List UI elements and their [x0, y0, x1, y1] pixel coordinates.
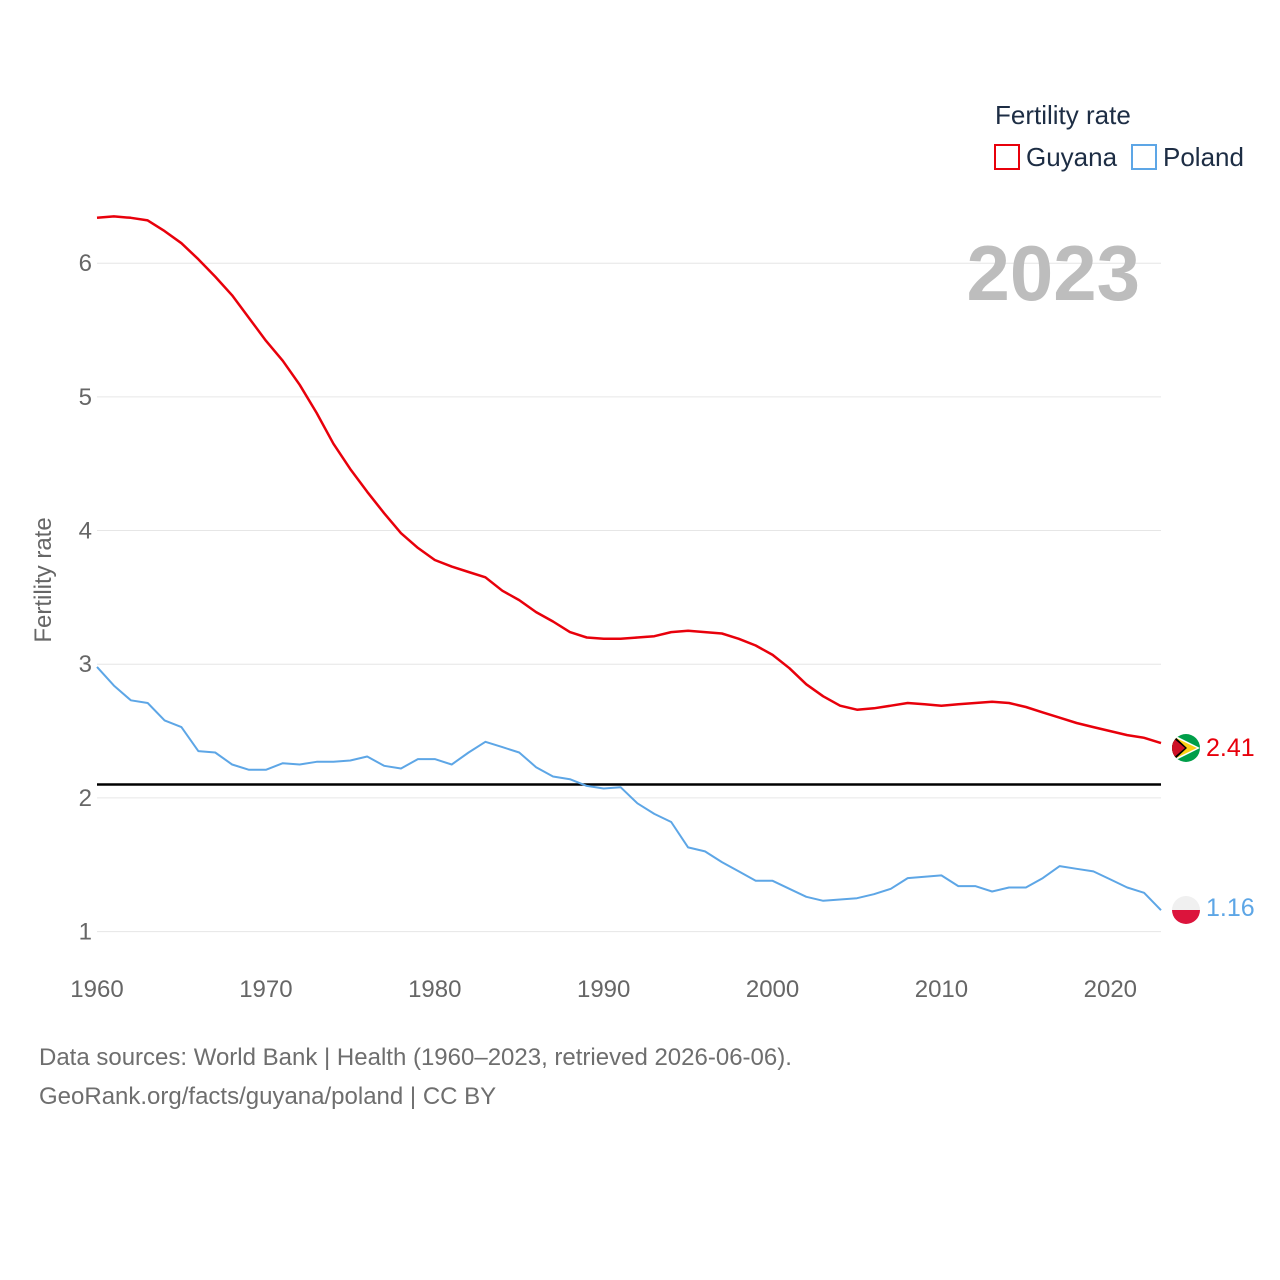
x-tick-label: 1980 — [408, 976, 461, 1003]
x-tick-label: 2020 — [1084, 976, 1137, 1003]
series-lines — [96, 215, 1162, 911]
attribution-note: GeoRank.org/facts/guyana/poland | CC BY — [39, 1083, 497, 1110]
x-axis-ticks: 1960 1970 1980 1990 2000 2010 2020 — [70, 976, 1137, 1003]
series-line-guyana[interactable] — [96, 215, 1162, 745]
y-axis-ticks: 1 2 3 4 5 6 — [79, 250, 92, 945]
y-tick-label: 4 — [79, 518, 92, 545]
legend-swatch-guyana — [994, 144, 1020, 170]
y-tick-label: 6 — [79, 250, 92, 277]
y-tick-label: 5 — [79, 384, 92, 411]
poland-flag-icon — [1172, 896, 1200, 924]
x-tick-label: 1960 — [70, 976, 123, 1003]
x-tick-label: 1990 — [577, 976, 630, 1003]
legend-label-guyana: Guyana — [1026, 142, 1118, 172]
x-tick-label: 1970 — [239, 976, 292, 1003]
legend-item-guyana[interactable]: Guyana — [994, 142, 1118, 172]
year-watermark: 2023 — [966, 229, 1140, 317]
y-tick-label: 3 — [79, 651, 92, 678]
data-source-note: Data sources: World Bank | Health (1960–… — [39, 1044, 792, 1071]
x-tick-label: 2010 — [915, 976, 968, 1003]
series-end-markers: 2.41 1.16 — [1172, 734, 1255, 924]
grid — [97, 262, 1161, 933]
y-tick-label: 2 — [79, 785, 92, 812]
legend: Fertility rate Guyana Poland — [994, 100, 1244, 172]
x-tick-label: 2000 — [746, 976, 799, 1003]
legend-title: Fertility rate — [995, 100, 1131, 130]
legend-swatch-poland — [1131, 144, 1157, 170]
y-tick-label: 1 — [79, 919, 92, 946]
legend-label-poland: Poland — [1163, 142, 1244, 172]
poland-end-label: 1.16 — [1206, 894, 1255, 922]
guyana-end-label: 2.41 — [1206, 734, 1255, 762]
series-line-poland[interactable] — [96, 666, 1162, 911]
guyana-flag-icon — [1172, 734, 1200, 762]
y-axis-title: Fertility rate — [30, 517, 57, 642]
legend-item-poland[interactable]: Poland — [1131, 142, 1244, 172]
